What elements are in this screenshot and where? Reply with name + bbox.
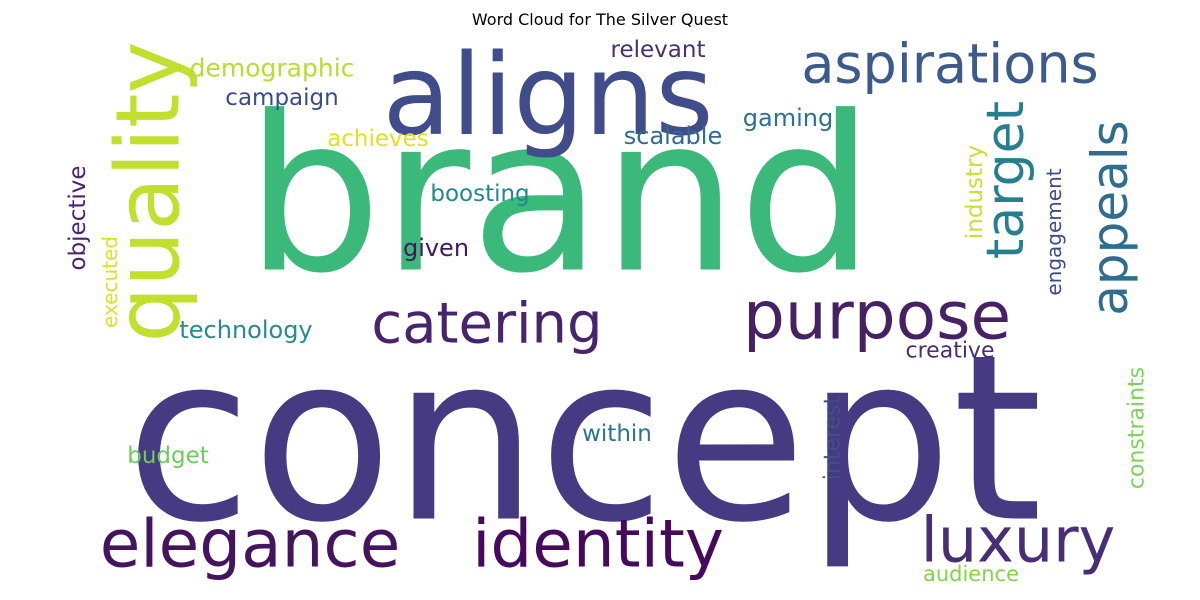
word-demographic: demographic bbox=[190, 54, 355, 83]
word-campaign: campaign bbox=[225, 85, 338, 111]
cloud-title: Word Cloud for The Silver Quest bbox=[471, 10, 729, 29]
word-quality: quality bbox=[97, 41, 200, 342]
word-scalable: scalable bbox=[624, 122, 722, 150]
word-within: within bbox=[582, 421, 652, 447]
word-appeals: appeals bbox=[1081, 120, 1139, 315]
word-creative: creative bbox=[906, 339, 995, 364]
word-aspirations: aspirations bbox=[801, 33, 1098, 96]
word-budget: budget bbox=[127, 443, 209, 469]
word-elegance: elegance bbox=[100, 506, 401, 583]
word-catering: catering bbox=[371, 292, 602, 357]
word-aligns: aligns bbox=[382, 31, 713, 161]
word-objective: objective bbox=[65, 165, 91, 270]
word-engagement: engagement bbox=[1042, 168, 1066, 295]
word-interest: interest bbox=[821, 395, 846, 480]
word-identity: identity bbox=[472, 506, 724, 583]
word-constraints: constraints bbox=[1125, 367, 1150, 489]
word-boosting: boosting bbox=[430, 181, 529, 207]
word-concept: concept bbox=[125, 307, 1042, 574]
word-industry: industry bbox=[962, 145, 988, 239]
word-technology: technology bbox=[179, 316, 312, 344]
word-executed: executed bbox=[98, 236, 122, 328]
word-audience: audience bbox=[923, 562, 1019, 586]
word-relevant: relevant bbox=[611, 37, 706, 63]
word-luxury: luxury bbox=[921, 504, 1116, 577]
word-brand: brand bbox=[245, 70, 874, 321]
word-target: target bbox=[976, 101, 1036, 259]
word-given: given bbox=[403, 234, 469, 262]
word-purpose: purpose bbox=[743, 278, 1011, 355]
word-gaming: gaming bbox=[743, 104, 833, 132]
word-achieves: achieves bbox=[327, 126, 429, 152]
